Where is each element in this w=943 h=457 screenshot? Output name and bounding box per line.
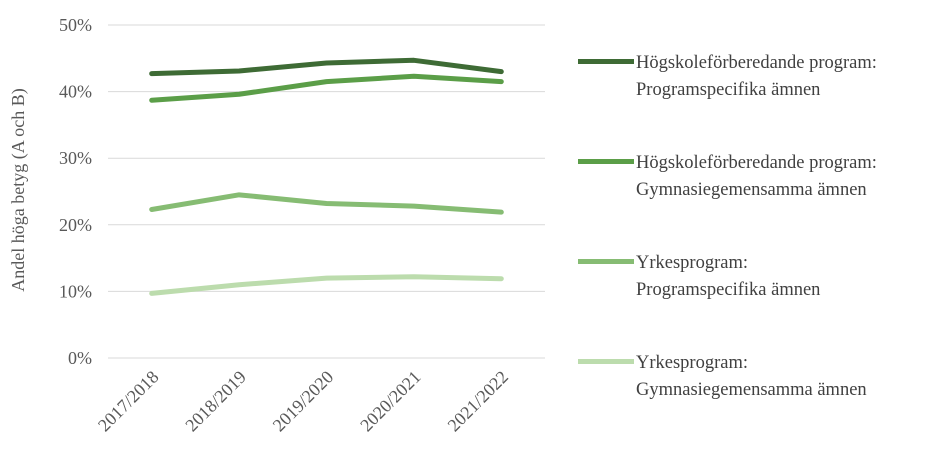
x-tick-label: 2021/2022: [444, 367, 513, 436]
legend-swatch: [578, 59, 634, 64]
y-tick-label: 0%: [68, 348, 92, 368]
series-line: [149, 274, 504, 296]
y-tick-label: 40%: [59, 82, 92, 102]
series-line: [149, 192, 504, 215]
y-tick-label: 50%: [59, 15, 92, 35]
series-line: [149, 73, 504, 103]
legend-item: Yrkesprogram: Gymnasiegemensamma ämnen: [578, 350, 938, 450]
legend-label: Yrkesprogram: Programspecifika ämnen: [636, 253, 821, 300]
x-tick-label: 2017/2018: [94, 367, 163, 436]
y-tick-label: 10%: [59, 281, 92, 301]
legend-swatch: [578, 159, 634, 164]
x-tick-label: 2018/2019: [181, 367, 250, 436]
legend-label: Högskoleförberedande program: Gymnasiege…: [636, 153, 877, 200]
y-tick-label: 30%: [59, 148, 92, 168]
y-axis-label: Andel höga betyg (A och B): [8, 88, 29, 291]
legend-item: Högskoleförberedande program: Gymnasiege…: [578, 150, 938, 250]
legend-swatch: [578, 259, 634, 264]
x-tick-label: 2019/2020: [269, 367, 338, 436]
x-tick-label: 2020/2021: [356, 367, 425, 436]
series-line: [149, 57, 504, 77]
legend-swatch: [578, 359, 634, 364]
legend-label: Yrkesprogram: Gymnasiegemensamma ämnen: [636, 353, 867, 400]
legend-item: Yrkesprogram: Programspecifika ämnen: [578, 250, 938, 350]
legend-item: Högskoleförberedande program: Programspe…: [578, 50, 938, 150]
legend-label: Högskoleförberedande program: Programspe…: [636, 53, 877, 100]
y-tick-label: 20%: [59, 215, 92, 235]
legend: Högskoleförberedande program: Programspe…: [578, 50, 938, 450]
